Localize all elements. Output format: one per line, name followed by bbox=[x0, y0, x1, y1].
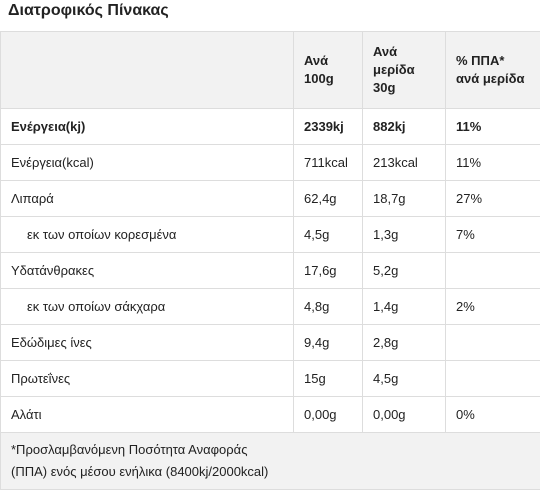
row-label: Αλάτι bbox=[1, 397, 294, 433]
cell-value: 9,4g bbox=[294, 325, 363, 361]
row-label: Ενέργεια(kcal) bbox=[1, 145, 294, 181]
row-label: εκ των οποίων σάκχαρα bbox=[1, 289, 294, 325]
cell-value: 27% bbox=[446, 181, 540, 217]
cell-value: 213kcal bbox=[363, 145, 446, 181]
cell-value: 4,8g bbox=[294, 289, 363, 325]
cell-value: 4,5g bbox=[363, 361, 446, 397]
cell-value: 7% bbox=[446, 217, 540, 253]
header-cell bbox=[1, 32, 294, 109]
cell-value: 18,7g bbox=[363, 181, 446, 217]
cell-value: 15g bbox=[294, 361, 363, 397]
cell-value: 11% bbox=[446, 109, 540, 145]
cell-value: 0,00g bbox=[294, 397, 363, 433]
empty-cell bbox=[446, 253, 540, 289]
cell-value: 2339kj bbox=[294, 109, 363, 145]
row-label: Εδώδιμες ίνες bbox=[1, 325, 294, 361]
header-line: 100g bbox=[304, 70, 362, 88]
row-label: Πρωτεΐνες bbox=[1, 361, 294, 397]
cell-value: 5,2g bbox=[363, 253, 446, 289]
footnote-line: *Προσλαμβανόμενη Ποσότητα Αναφοράς bbox=[11, 439, 540, 461]
header-cell: % ΠΠΑ*ανά μερίδα bbox=[446, 32, 540, 109]
cell-value: 0% bbox=[446, 397, 540, 433]
footnote: *Προσλαμβανόμενη Ποσότητα Αναφοράς(ΠΠΑ) … bbox=[1, 433, 540, 490]
cell-value: 2,8g bbox=[363, 325, 446, 361]
cell-value: 1,3g bbox=[363, 217, 446, 253]
empty-cell bbox=[446, 325, 540, 361]
cell-value: 1,4g bbox=[363, 289, 446, 325]
title: Διατροφικός Πίνακας bbox=[8, 2, 169, 20]
row-label: Υδατάνθρακες bbox=[1, 253, 294, 289]
row-label: εκ των οποίων κορεσμένα bbox=[1, 217, 294, 253]
cell-value: 11% bbox=[446, 145, 540, 181]
cell-value: 17,6g bbox=[294, 253, 363, 289]
cell-value: 4,5g bbox=[294, 217, 363, 253]
cell-value: 711kcal bbox=[294, 145, 363, 181]
header-line: Ανά bbox=[304, 52, 362, 70]
cell-value: 2% bbox=[446, 289, 540, 325]
cell-value: 882kj bbox=[363, 109, 446, 145]
header-line: % ΠΠΑ* bbox=[456, 52, 540, 70]
cell-value: 0,00g bbox=[363, 397, 446, 433]
header-line: 30g bbox=[373, 79, 445, 97]
row-label: Λιπαρά bbox=[1, 181, 294, 217]
footnote-line: (ΠΠΑ) ενός μέσου ενήλικα (8400kj/2000kca… bbox=[11, 461, 540, 483]
row-label: Ενέργεια(kj) bbox=[1, 109, 294, 145]
header-line: μερίδα bbox=[373, 61, 445, 79]
header-line: ανά μερίδα bbox=[456, 70, 540, 88]
header-line: Ανά bbox=[373, 43, 445, 61]
cell-value: 62,4g bbox=[294, 181, 363, 217]
empty-cell bbox=[446, 361, 540, 397]
